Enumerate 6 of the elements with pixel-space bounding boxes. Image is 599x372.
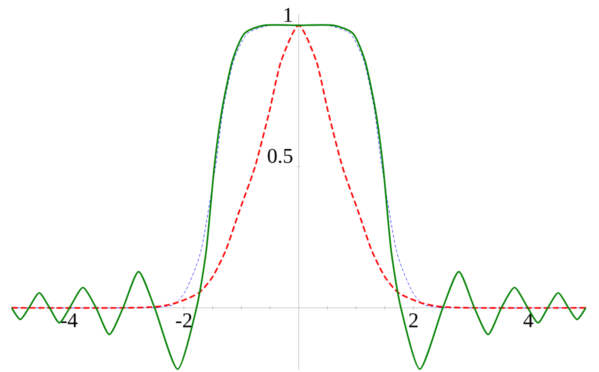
y-tick-label: 0.5 xyxy=(268,148,292,164)
x-tick-label: -4 xyxy=(61,313,78,328)
x-tick-label: 4 xyxy=(523,313,534,328)
x-tick-label: -2 xyxy=(176,313,192,328)
x-tick-label: 2 xyxy=(409,313,418,328)
y-tick-label: 1 xyxy=(284,8,292,22)
